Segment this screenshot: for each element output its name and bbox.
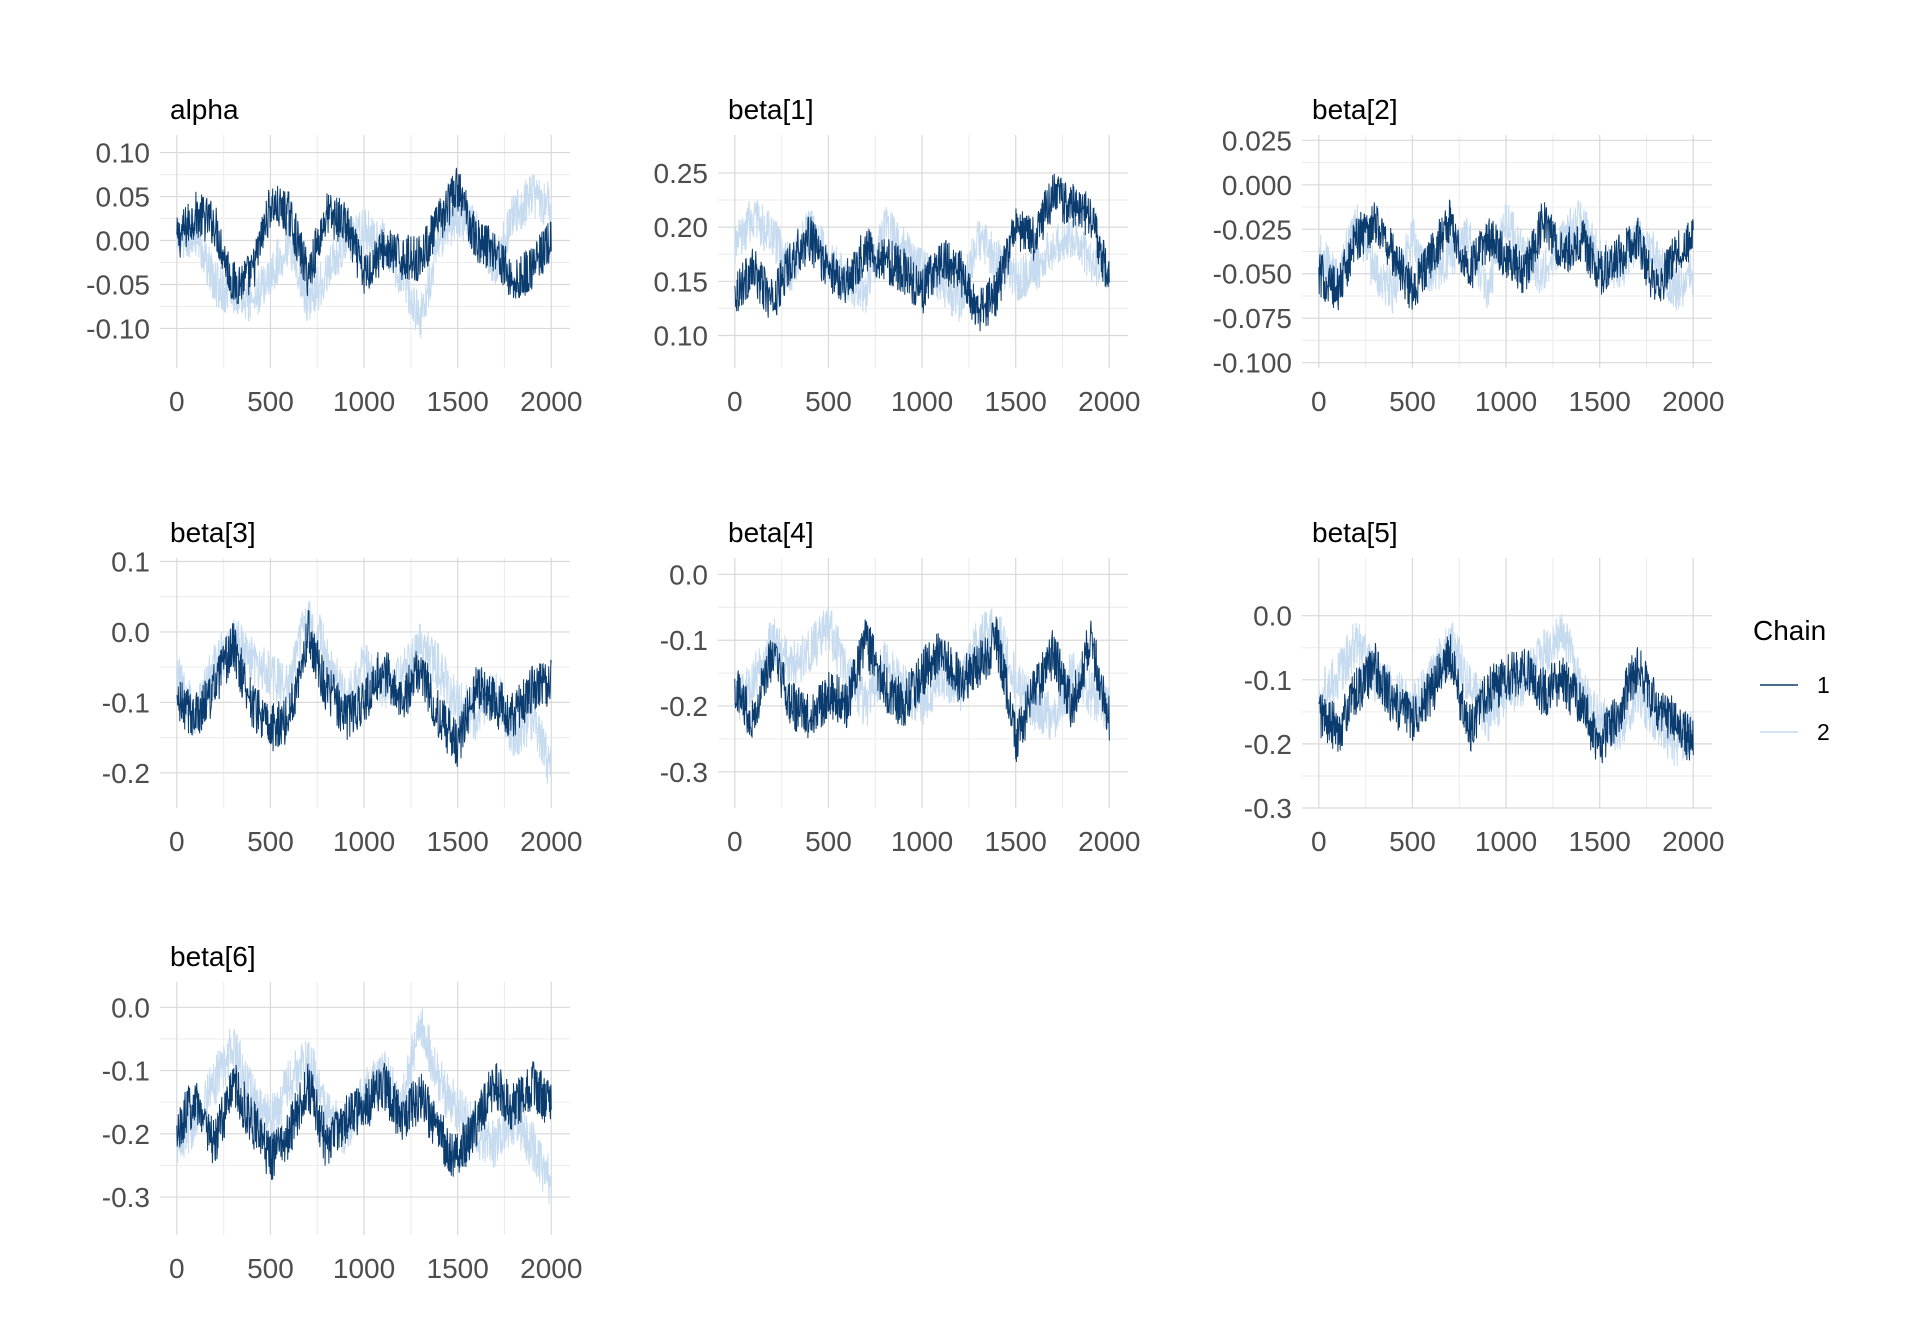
y-tick-label: -0.3 [102,1182,150,1213]
panel-2: beta[1] 0.10 0.15 0.20 0.25 0 500 1000 1500 2000 [654,94,1141,417]
x-tick-label: 0 [1311,386,1327,417]
x-tick-label: 1000 [333,826,395,857]
x-tick-label: 500 [247,826,294,857]
y-tick-label: -0.2 [102,758,150,789]
panel-title: beta[2] [1312,94,1398,125]
panel-1: alpha -0.10 -0.05 0.00 0.05 0.10 0 500 1000 1500 2… [86,94,582,417]
x-tick-label: 1500 [427,826,489,857]
panel-title: beta[1] [728,94,814,125]
x-tick-label: 1500 [427,1253,489,1284]
y-tick-label: -0.10 [86,313,150,344]
x-tick-label: 1500 [985,386,1047,417]
y-tick-label: -0.1 [660,625,708,656]
panel-6: beta[5] -0.3 -0.2 -0.1 0.0 0 500 1000 1500 2000 [1244,517,1725,857]
legend-label-chain-2: 2 [1817,719,1830,745]
legend-label-chain-1: 1 [1817,672,1830,698]
chain-legend: Chain 1 2 [1753,615,1830,745]
panel-4: beta[3] -0.2 -0.1 0.0 0.1 0 500 1000 1500 2000 [102,517,583,857]
x-tick-label: 1000 [891,386,953,417]
trace-chain-1 [176,609,552,767]
y-tick-label: -0.05 [86,269,150,300]
x-tick-label: 0 [169,386,185,417]
y-tick-label: 0.10 [654,320,709,351]
y-tick-label: -0.025 [1213,214,1292,245]
x-tick-label: 1000 [1475,826,1537,857]
panel-title: beta[5] [1312,517,1398,548]
trace-chain-1 [1318,634,1694,764]
panel-3: beta[2] -0.100 -0.075 -0.050 -0.025 0.000 0.02… [1213,94,1725,417]
y-tick-label: 0.000 [1222,170,1292,201]
x-tick-label: 2000 [1078,826,1140,857]
y-tick-label: 0.10 [96,138,151,169]
trace-chain-2 [734,607,1110,741]
y-tick-label: -0.075 [1213,303,1292,334]
panel-title: beta[3] [170,517,256,548]
y-tick-label: -0.1 [1244,665,1292,696]
y-tick-label: -0.100 [1213,348,1292,379]
x-tick-label: 2000 [520,826,582,857]
y-tick-label: -0.3 [660,757,708,788]
x-tick-label: 500 [1389,826,1436,857]
trace-chain-1 [176,1061,552,1180]
panel-title: alpha [170,94,239,125]
y-tick-label: -0.1 [102,1056,150,1087]
x-tick-label: 0 [169,826,185,857]
x-tick-label: 500 [1389,386,1436,417]
x-tick-label: 500 [247,386,294,417]
x-tick-label: 1000 [333,1253,395,1284]
x-tick-label: 1000 [333,386,395,417]
y-tick-label: -0.2 [660,691,708,722]
x-tick-label: 500 [805,386,852,417]
y-tick-label: -0.1 [102,687,150,718]
trace-chain-1 [176,167,552,305]
y-tick-label: 0.0 [1253,601,1292,632]
x-tick-label: 0 [727,386,743,417]
y-tick-label: 0.025 [1222,125,1292,156]
x-tick-label: 1000 [891,826,953,857]
y-tick-label: 0.0 [669,559,708,590]
y-tick-label: 0.25 [654,158,709,189]
x-tick-label: 1500 [1569,826,1631,857]
y-tick-label: 0.15 [654,266,709,297]
y-tick-label: 0.20 [654,212,709,243]
x-tick-label: 2000 [1662,826,1724,857]
x-tick-label: 1500 [427,386,489,417]
y-tick-label: 0.0 [111,992,150,1023]
panel-title: beta[6] [170,941,256,972]
x-tick-label: 1000 [1475,386,1537,417]
x-tick-label: 2000 [520,1253,582,1284]
x-tick-label: 0 [169,1253,185,1284]
y-tick-label: 0.00 [96,226,151,257]
x-tick-label: 1500 [985,826,1047,857]
legend-title: Chain [1753,615,1826,646]
y-tick-label: 0.05 [96,182,151,213]
trace-chain-2 [176,1008,552,1205]
x-tick-label: 0 [727,826,743,857]
trace-chain-1 [1318,199,1694,311]
x-tick-label: 2000 [520,386,582,417]
panel-title: beta[4] [728,517,814,548]
y-tick-label: -0.3 [1244,793,1292,824]
x-tick-label: 1500 [1569,386,1631,417]
x-tick-label: 2000 [1662,386,1724,417]
trace-chain-1 [734,616,1110,763]
y-tick-label: 0.0 [111,617,150,648]
x-tick-label: 0 [1311,826,1327,857]
trace-panels: alpha-0.10-0.050.000.050.100 500 1000 1500 2… [86,94,1724,1284]
panel-7: beta[6] -0.3 -0.2 -0.1 0.0 0 500 1000 1500 2000 [102,941,583,1284]
y-tick-label: -0.050 [1213,259,1292,290]
y-tick-label: -0.2 [102,1119,150,1150]
x-tick-label: 500 [805,826,852,857]
x-tick-label: 2000 [1078,386,1140,417]
trace-chain-1 [734,173,1110,332]
y-tick-label: 0.1 [111,547,150,578]
panel-5: beta[4] -0.3 -0.2 -0.1 0.0 0 500 1000 1500 2000 [660,517,1141,857]
y-tick-label: -0.2 [1244,729,1292,760]
x-tick-label: 500 [247,1253,294,1284]
